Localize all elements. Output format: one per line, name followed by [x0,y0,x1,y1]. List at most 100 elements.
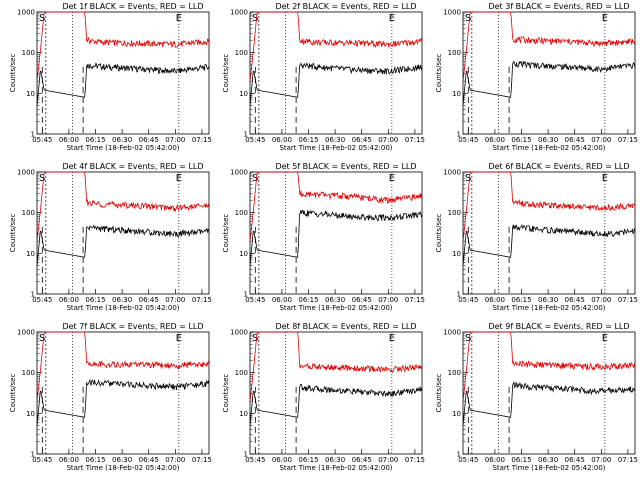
x-tick-label: 06:45 [139,136,159,144]
series-lld-line [36,331,210,402]
x-tick-label: 07:15 [405,296,425,304]
y-tick-label: 10 [26,250,35,258]
x-tick-label: 07:00 [165,296,185,304]
panel-title: Det 7f BLACK = Events, RED = LLD [62,322,203,331]
x-tick-label: 06:15 [298,136,318,144]
x-tick-label: 07:15 [405,136,425,144]
y-tick-label: 1000 [443,9,461,17]
marker-s: S [252,173,258,184]
y-tick-label: 100 [235,209,248,217]
detector-panel-6: Det 6f BLACK = Events, RED = LLD 1 10 100 10… [435,162,638,312]
y-tick-label: 100 [448,49,461,57]
x-tick-label: 06:15 [511,296,531,304]
x-tick-label: 07:00 [591,296,611,304]
x-tick-label: 07:15 [405,456,425,464]
x-tick-label: 06:45 [565,456,585,464]
panel-title: Det 2f BLACK = Events, RED = LLD [275,2,416,11]
y-axis-label: Counts/sec [9,374,17,413]
x-tick-label: 06:15 [298,456,318,464]
x-tick-label: 06:45 [352,136,372,144]
panel-title: Det 1f BLACK = Events, RED = LLD [62,2,203,11]
series-lld-line [249,171,423,242]
x-tick-label: 06:00 [272,136,292,144]
y-tick-label: 100 [22,209,35,217]
x-tick-label: 06:00 [272,296,292,304]
plot-frame [462,171,636,295]
x-tick-label: 06:15 [85,296,105,304]
x-tick-label: 06:15 [85,136,105,144]
plot-frame [249,171,423,295]
y-tick-label: 1 [457,291,461,299]
x-tick-label: 06:30 [325,296,345,304]
marker-s: S [252,13,258,24]
x-tick-label: 07:15 [618,296,638,304]
detector-panel-1: Det 1f BLACK = Events, RED = LLD 1 10 100 10… [9,2,212,152]
x-tick-label: 06:45 [565,296,585,304]
x-tick-label: 06:30 [325,456,345,464]
y-tick-label: 100 [22,369,35,377]
x-tick-label: 05:45 [458,136,478,144]
x-axis-label: Start Time (18-Feb-02 05:42:00) [279,144,392,152]
y-tick-label: 1000 [230,9,248,17]
panel-title: Det 8f BLACK = Events, RED = LLD [275,322,416,331]
x-tick-label: 06:15 [511,456,531,464]
y-tick-label: 100 [448,369,461,377]
y-tick-label: 1 [244,291,248,299]
x-tick-label: 05:45 [458,296,478,304]
x-tick-label: 05:45 [32,136,52,144]
series-events-line [249,383,423,426]
plot-frame [249,331,423,455]
x-tick-label: 07:00 [378,136,398,144]
x-tick-label: 06:30 [538,456,558,464]
x-tick-label: 06:30 [325,136,345,144]
y-tick-label: 1000 [17,169,35,177]
x-tick-label: 05:45 [32,456,52,464]
marker-e: E [176,13,182,24]
detector-panel-2: Det 2f BLACK = Events, RED = LLD 1 10 100 10… [222,2,425,152]
marker-e: E [602,13,608,24]
plot-frame [249,11,423,135]
y-axis-label: Counts/sec [435,214,443,253]
x-axis-label: Start Time (18-Feb-02 05:42:00) [492,144,605,152]
y-tick-label: 10 [26,90,35,98]
x-axis-label: Start Time (18-Feb-02 05:42:00) [279,464,392,472]
x-tick-label: 05:45 [245,296,265,304]
panel-title: Det 5f BLACK = Events, RED = LLD [275,162,416,171]
x-axis-label: Start Time (18-Feb-02 05:42:00) [492,304,605,312]
y-tick-label: 1 [31,451,35,459]
x-tick-label: 06:45 [352,456,372,464]
series-lld-line [249,11,423,82]
y-tick-label: 1000 [230,169,248,177]
series-events-line [462,224,636,266]
detector-panel-8: Det 8f BLACK = Events, RED = LLD 1 10 100 10… [222,322,425,472]
plot-frame [462,11,636,135]
y-tick-label: 10 [239,90,248,98]
y-tick-label: 1 [31,131,35,139]
x-tick-label: 06:00 [485,296,505,304]
series-lld-line [462,11,636,82]
x-tick-label: 06:15 [298,296,318,304]
plot-frame [36,11,210,135]
marker-s: S [465,173,471,184]
x-tick-label: 06:00 [59,456,79,464]
y-tick-label: 1 [244,451,248,459]
x-tick-label: 06:30 [112,136,132,144]
y-tick-label: 100 [22,49,35,57]
marker-e: E [176,173,182,184]
x-tick-label: 06:30 [538,296,558,304]
x-tick-label: 07:00 [591,136,611,144]
x-tick-label: 07:00 [165,456,185,464]
series-events-line [36,62,210,106]
series-events-line [36,224,210,266]
x-axis-label: Start Time (18-Feb-02 05:42:00) [492,464,605,472]
x-tick-label: 07:15 [618,456,638,464]
series-events-line [462,381,636,426]
y-tick-label: 100 [448,209,461,217]
x-tick-label: 06:45 [139,296,159,304]
series-lld-line [249,331,423,402]
series-lld-line [36,171,210,242]
x-tick-label: 06:15 [511,136,531,144]
series-lld-line [36,11,210,82]
x-tick-label: 06:45 [139,456,159,464]
x-tick-label: 07:15 [192,296,212,304]
